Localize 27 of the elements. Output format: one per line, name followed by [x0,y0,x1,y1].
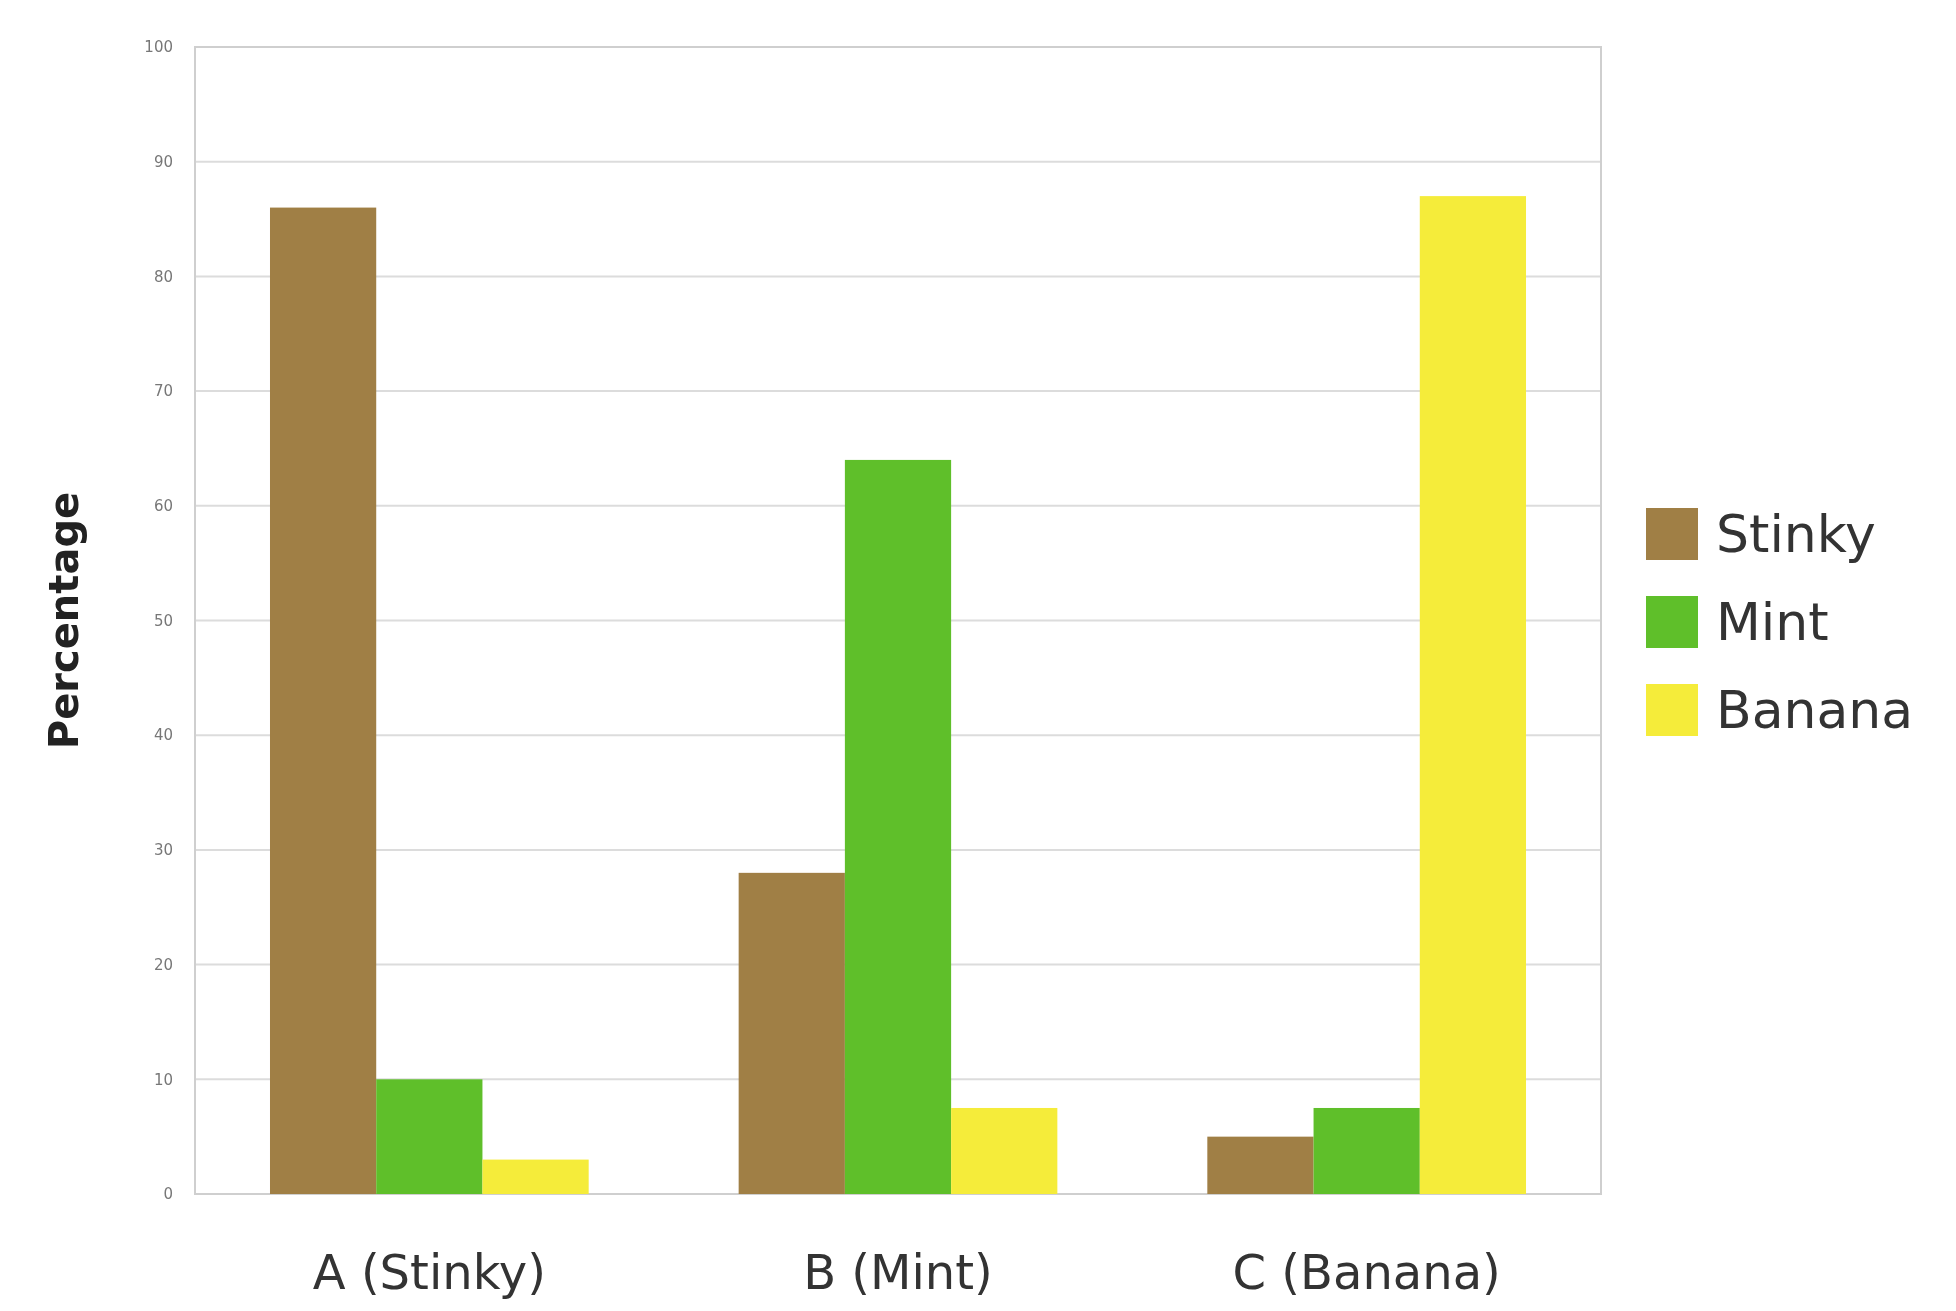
y-tick-label: 80 [153,267,173,286]
legend-label: Stinky [1716,504,1876,565]
y-tick-label: 50 [153,611,173,630]
bar [1313,1107,1420,1194]
y-tick-label: 20 [153,955,173,974]
y-tick-label: 0 [163,1185,173,1204]
bar [1207,1136,1314,1194]
x-tick-label: C (Banana) [1232,1244,1501,1300]
y-tick-label: 90 [153,152,173,171]
bar [482,1159,589,1194]
bar [738,872,845,1194]
x-tick-label: B (Mint) [803,1244,993,1300]
y-tick-label: 10 [153,1070,173,1089]
legend-label: Banana [1716,680,1914,741]
legend-label: Mint [1716,592,1829,653]
bar [269,207,377,1194]
y-tick-label: 40 [153,726,173,745]
x-tick-label: A (Stinky) [312,1244,546,1300]
bar [844,459,952,1194]
y-tick-label: 60 [153,497,173,516]
bar [376,1079,483,1194]
y-tick-label: 30 [153,841,173,860]
bar [1419,196,1527,1194]
y-axis-title: Percentage [41,491,87,750]
y-tick-label: 70 [153,382,173,401]
y-tick-label: 100 [144,38,173,57]
bar [951,1107,1058,1194]
